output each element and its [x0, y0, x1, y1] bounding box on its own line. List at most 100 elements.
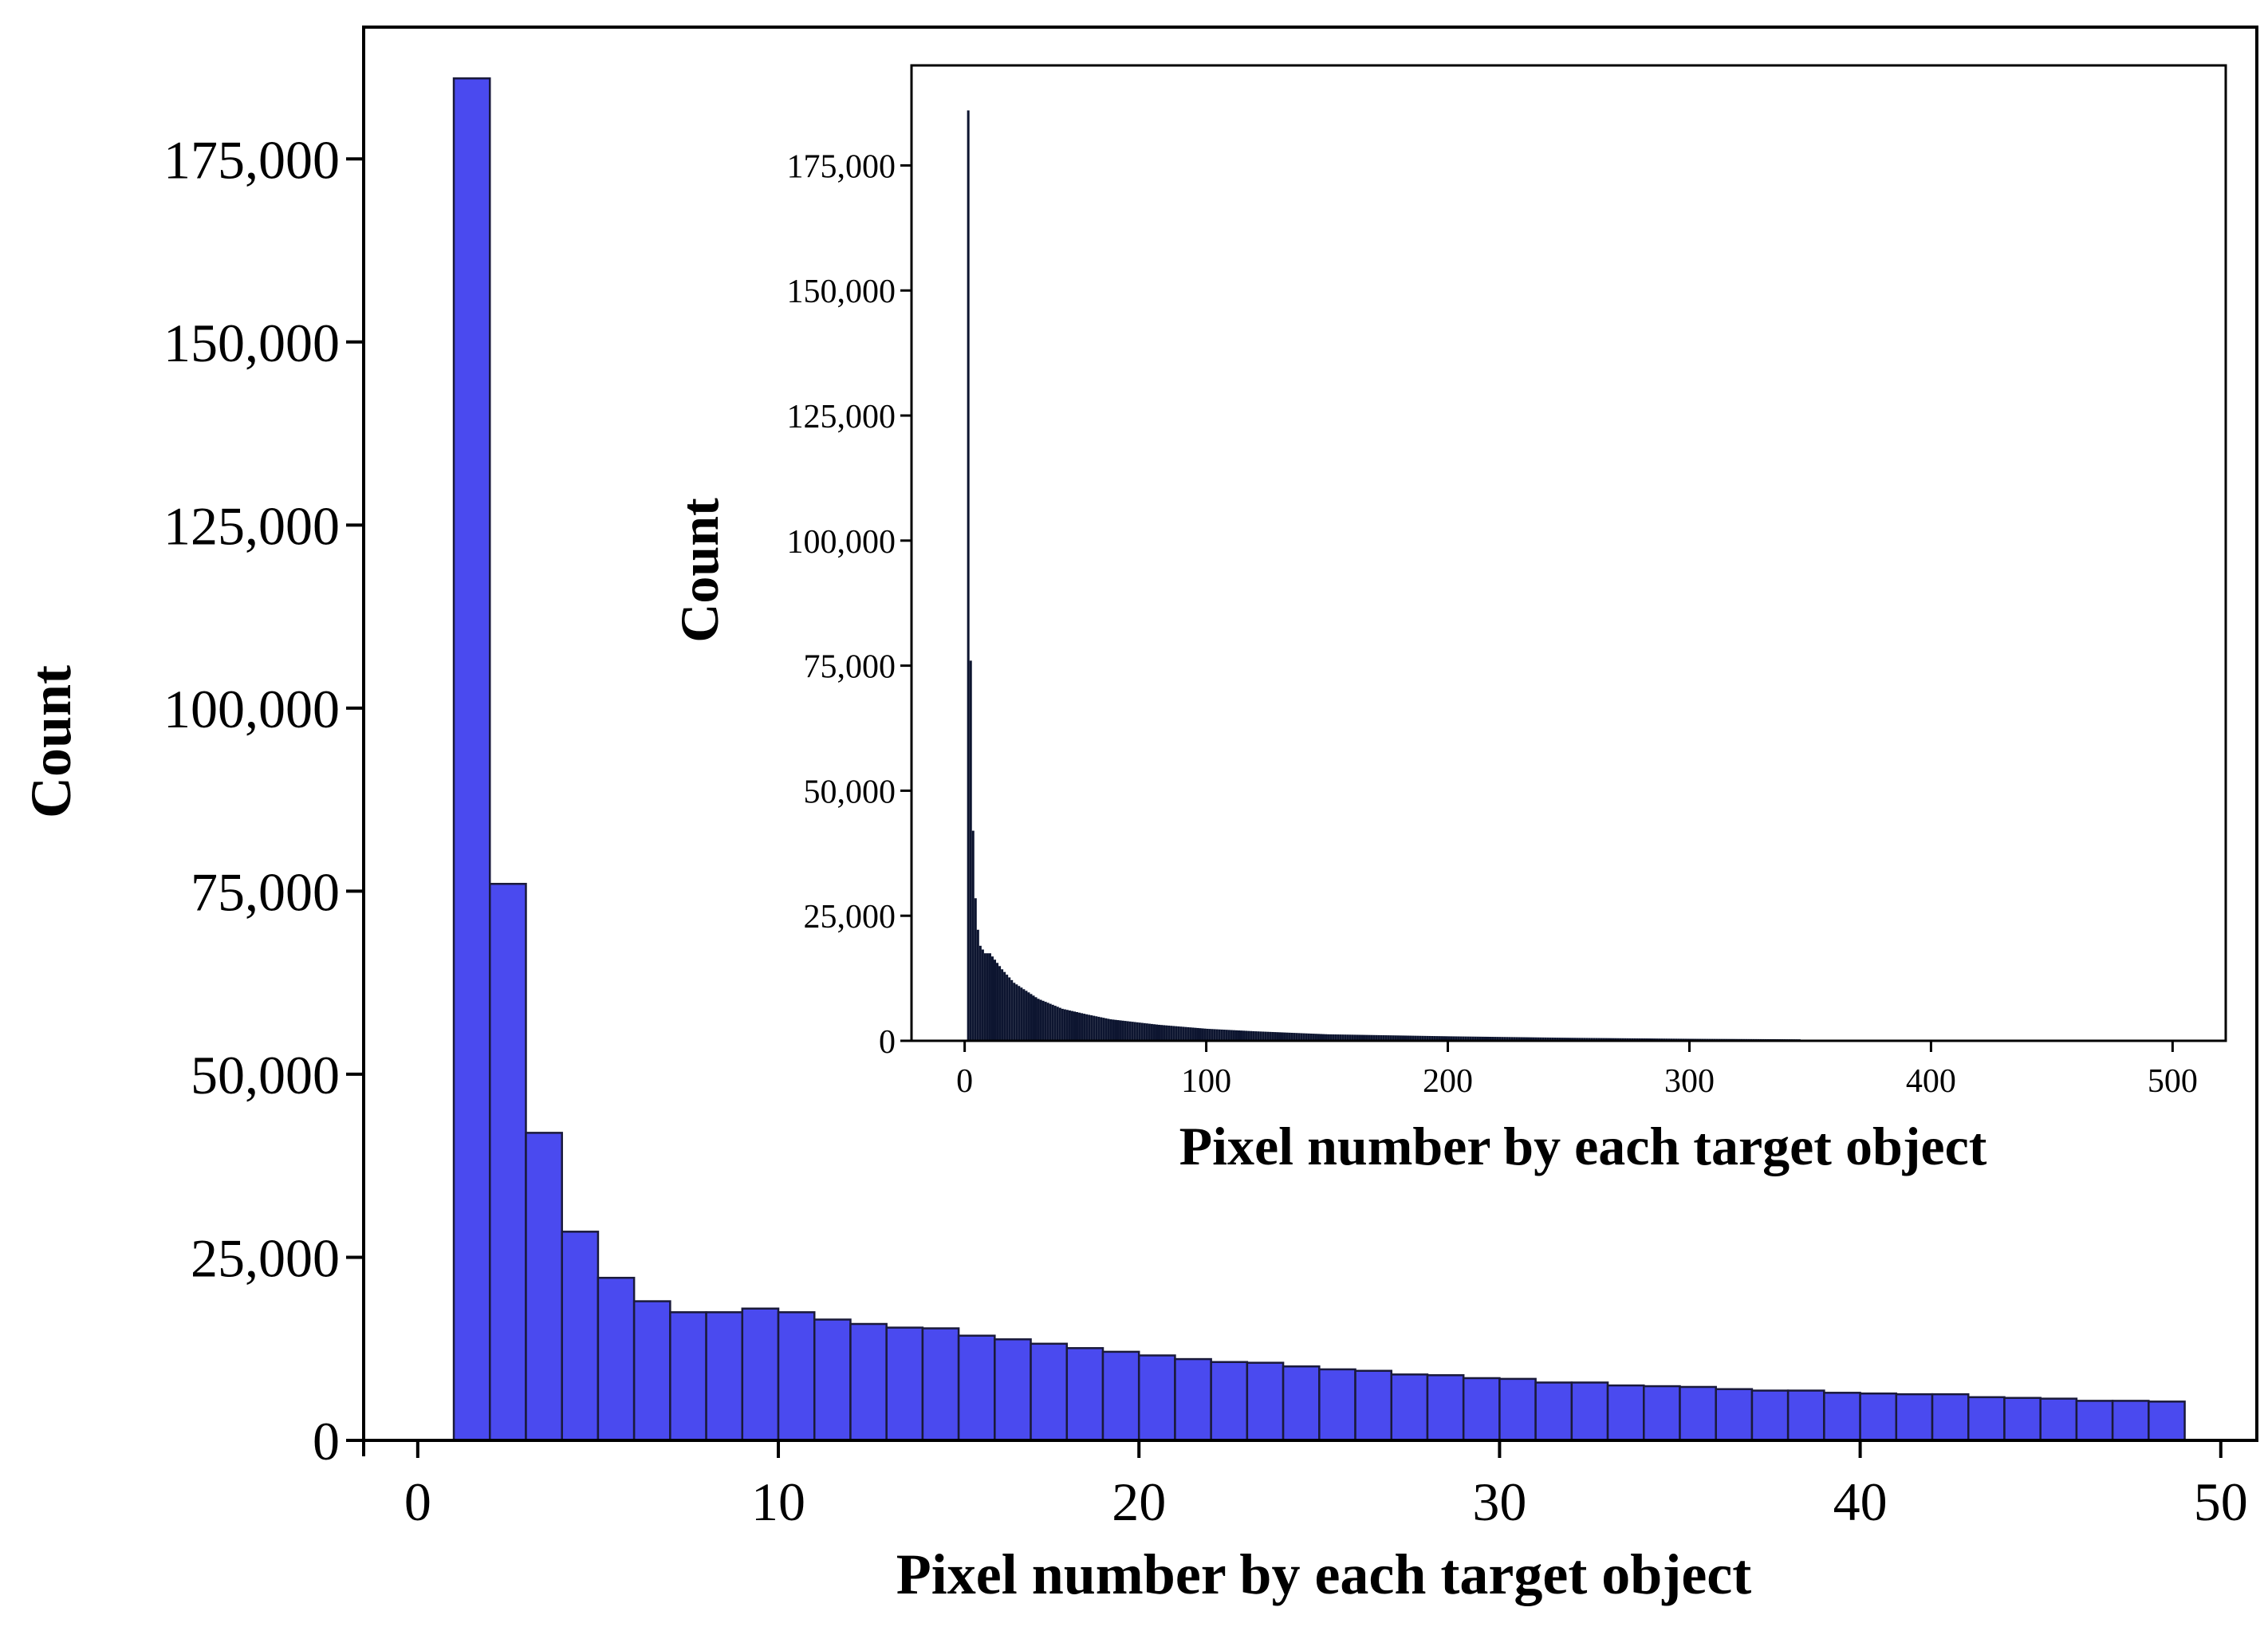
inset-bar	[1003, 971, 1006, 1041]
inset-bar	[1259, 1031, 1262, 1041]
inset-bar	[1496, 1037, 1499, 1041]
inset-bar	[1565, 1038, 1569, 1041]
inset-bar	[1297, 1033, 1301, 1041]
inset-bar	[1384, 1035, 1388, 1041]
inset-bar	[1063, 1009, 1066, 1041]
inset-bar	[1051, 1004, 1054, 1041]
main-bar	[1498, 1377, 1537, 1442]
inset-bar	[1542, 1037, 1545, 1041]
inset-bar	[1133, 1022, 1136, 1041]
inset-bar	[1569, 1038, 1572, 1041]
inset-bar	[1015, 984, 1018, 1041]
inset-bar	[1046, 1003, 1049, 1041]
inset-bar	[1121, 1020, 1124, 1041]
inset-bar	[1312, 1034, 1315, 1041]
inset-bar	[1341, 1034, 1345, 1041]
inset-bar	[1112, 1019, 1115, 1041]
inset-x-tick-label: 400	[1906, 1063, 1956, 1100]
inset-bar	[1163, 1025, 1166, 1041]
inset-bar	[1276, 1032, 1279, 1041]
inset-bar	[1184, 1026, 1187, 1041]
inset-y-tick-label: 175,000	[787, 148, 896, 185]
main-bar	[2003, 1397, 2042, 1442]
inset-plot-frame	[910, 64, 2227, 1042]
inset-bar	[1194, 1027, 1197, 1041]
inset-bar	[1187, 1026, 1190, 1041]
inset-bar	[1590, 1038, 1593, 1041]
inset-bar	[1152, 1024, 1156, 1041]
main-bar	[1895, 1393, 1934, 1442]
main-x-ticks: 0 10 20 30 40 50	[404, 1440, 2248, 1532]
main-bar	[921, 1327, 960, 1442]
inset-bar	[1481, 1036, 1484, 1041]
inset-bar	[1633, 1038, 1636, 1041]
inset-bar	[1085, 1014, 1089, 1041]
main-bar	[849, 1322, 888, 1442]
inset-bar	[1619, 1038, 1622, 1041]
inset-bar	[1353, 1034, 1356, 1041]
inset-bar	[1621, 1038, 1624, 1041]
inset-bar	[1032, 995, 1035, 1041]
inset-bar	[1237, 1030, 1240, 1041]
inset-bar	[1539, 1037, 1542, 1041]
inset-x-tick-label: 100	[1181, 1063, 1231, 1100]
inset-bar	[994, 959, 997, 1041]
inset-y-ticks: 0 25,000 50,000 75,000 100,000 125,000 150,000…	[787, 148, 912, 1061]
inset-bar	[1513, 1037, 1516, 1041]
inset-bar	[983, 953, 986, 1041]
inset-bar	[1203, 1028, 1207, 1041]
inset-bar	[1025, 991, 1028, 1041]
inset-bar	[1250, 1030, 1253, 1041]
main-chart: 0 10 20 30 40 50 0 25,000 50,000 75,000 100,000 12…	[19, 26, 2258, 1606]
main-y-tick-label: 75,000	[191, 861, 340, 922]
inset-bar	[1081, 1013, 1084, 1041]
inset-bar	[1271, 1031, 1274, 1041]
inset-bar	[1387, 1035, 1390, 1041]
inset-bar	[1561, 1038, 1564, 1041]
inset-bar	[1314, 1034, 1317, 1041]
inset-bar	[1293, 1033, 1296, 1041]
main-bar	[705, 1311, 744, 1442]
main-bar	[2111, 1400, 2150, 1442]
main-bar	[632, 1300, 671, 1442]
inset-bar	[1452, 1036, 1455, 1041]
inset-bar	[996, 963, 999, 1041]
inset-bar	[1061, 1008, 1064, 1041]
inset-bar	[1600, 1038, 1603, 1041]
inset-bar	[1044, 1002, 1047, 1041]
inset-bar	[1459, 1036, 1463, 1041]
inset-bar	[1498, 1037, 1502, 1041]
inset-bar	[1375, 1034, 1378, 1041]
main-bar	[1318, 1368, 1356, 1442]
main-x-tick-label: 30	[1472, 1471, 1526, 1532]
inset-bar	[1213, 1029, 1216, 1041]
inset-x-tick-label: 500	[2148, 1063, 2198, 1100]
inset-bar	[1358, 1034, 1361, 1041]
inset-bar	[1583, 1038, 1586, 1041]
inset-bar	[1189, 1027, 1192, 1041]
main-bar	[885, 1326, 924, 1442]
inset-bar	[1563, 1038, 1566, 1041]
inset-bar	[1349, 1034, 1352, 1041]
inset-bar	[1290, 1032, 1293, 1041]
inset-bar	[1223, 1030, 1226, 1041]
inset-bar	[1300, 1033, 1303, 1041]
inset-x-tick-label: 200	[1423, 1063, 1473, 1100]
inset-bar	[1329, 1034, 1333, 1041]
main-y-axis-title: Count	[19, 665, 83, 818]
inset-bar	[1581, 1038, 1584, 1041]
inset-bar	[1556, 1038, 1559, 1041]
inset-bar	[1447, 1036, 1451, 1041]
inset-bar	[1295, 1033, 1298, 1041]
inset-bar	[1177, 1026, 1180, 1041]
inset-bar	[1160, 1025, 1164, 1041]
inset-bar	[1073, 1011, 1076, 1041]
inset-bar	[1227, 1030, 1230, 1041]
inset-bar	[1638, 1038, 1641, 1041]
inset-bar	[1609, 1038, 1612, 1041]
main-bar	[1786, 1389, 1825, 1442]
main-bar	[597, 1276, 636, 1442]
main-bar	[2148, 1400, 2186, 1442]
inset-bar	[1339, 1034, 1342, 1041]
